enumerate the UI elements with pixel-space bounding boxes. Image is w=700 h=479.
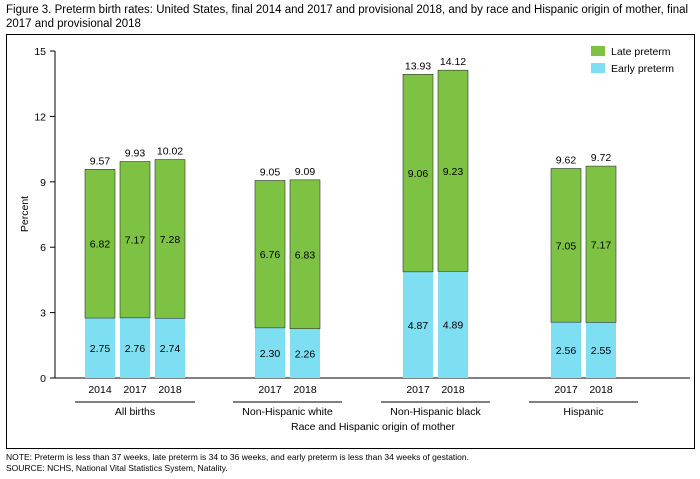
x-tick-label: 2017: [123, 384, 147, 396]
bar-early-preterm: [586, 322, 616, 378]
data-label-late: 7.17: [125, 235, 146, 247]
data-label-total: 9.05: [260, 166, 281, 178]
figure-title: Figure 3. Preterm birth rates: United St…: [6, 4, 689, 30]
footer-note: NOTE: Preterm is less than 37 weeks, lat…: [6, 452, 469, 462]
data-label-total: 10.02: [157, 146, 183, 158]
x-tick-label: 2018: [158, 384, 182, 396]
bar-late-preterm: [154, 159, 186, 319]
data-label-early: 2.30: [260, 348, 281, 360]
data-label-early: 2.74: [160, 343, 181, 355]
data-label-total: 9.09: [295, 166, 316, 178]
y-tick-label: 15: [34, 46, 46, 58]
group-label: Non-Hispanic white: [242, 406, 333, 418]
legend-label-late: Late preterm: [611, 46, 671, 58]
data-label-total: 9.72: [591, 152, 612, 164]
legend-swatch-late: [591, 46, 605, 56]
bar-early-preterm: [255, 327, 285, 378]
data-label-early: 2.76: [125, 343, 146, 355]
data-label-late: 9.23: [443, 166, 464, 178]
x-tick-label: 2017: [406, 384, 430, 396]
x-tick-label: 2018: [293, 384, 317, 396]
data-label-late: 6.82: [90, 239, 111, 251]
data-label-late: 6.76: [260, 249, 281, 261]
bar-late-preterm: [289, 179, 321, 330]
bar-late-preterm: [84, 169, 116, 319]
legend-label-early: Early preterm: [611, 63, 674, 75]
legend-swatch-early: [591, 63, 605, 73]
y-axis-label: Percent: [19, 196, 31, 232]
y-tick-label: 9: [40, 177, 46, 189]
data-label-late: 6.83: [295, 249, 316, 261]
x-tick-label: 2017: [554, 384, 578, 396]
data-label-total: 13.93: [405, 60, 431, 72]
bar-early-preterm: [155, 318, 185, 378]
bar-late-preterm: [550, 168, 582, 323]
y-tick-label: 6: [40, 242, 46, 254]
bar-late-preterm: [437, 69, 469, 272]
data-label-early: 2.56: [556, 345, 577, 357]
chart-frame: [6, 34, 695, 449]
x-tick-label: 2018: [589, 384, 613, 396]
data-label-late: 9.06: [408, 168, 429, 180]
group-label: Hispanic: [563, 406, 603, 418]
data-label-early: 4.87: [408, 320, 429, 332]
group-label: Non-Hispanic black: [390, 406, 481, 418]
bar-late-preterm: [585, 165, 617, 323]
bar-early-preterm: [403, 271, 433, 378]
footer: NOTE: Preterm is less than 37 weeks, lat…: [6, 452, 696, 473]
data-label-late: 7.05: [556, 240, 577, 252]
x-axis-label: Race and Hispanic origin of mother: [291, 421, 456, 433]
data-label-total: 9.93: [125, 148, 146, 160]
y-tick-label: 3: [40, 308, 46, 320]
y-tick-label: 12: [34, 111, 46, 123]
bar-late-preterm: [254, 180, 286, 329]
data-label-late: 7.28: [160, 234, 181, 246]
data-label-early: 2.75: [90, 343, 111, 355]
data-label-late: 7.17: [591, 239, 612, 251]
data-label-total: 9.62: [556, 155, 577, 167]
bar-early-preterm: [551, 322, 581, 378]
y-tick-label: 0: [40, 373, 46, 385]
data-label-early: 4.89: [443, 320, 464, 332]
data-label-total: 9.57: [90, 155, 111, 167]
x-tick-label: 2018: [441, 384, 465, 396]
bar-early-preterm: [290, 328, 320, 378]
bar-early-preterm: [85, 318, 115, 378]
x-tick-label: 2014: [88, 384, 112, 396]
bar-late-preterm: [402, 74, 434, 273]
bar-early-preterm: [438, 271, 468, 378]
data-label-early: 2.55: [591, 345, 612, 357]
bar-early-preterm: [120, 317, 150, 378]
footer-source: SOURCE: NCHS, National Vital Statistics …: [6, 462, 228, 473]
group-label: All births: [115, 406, 155, 418]
bar-late-preterm: [119, 161, 151, 319]
x-tick-label: 2017: [258, 384, 282, 396]
data-label-total: 14.12: [440, 56, 466, 68]
data-label-early: 2.26: [295, 348, 316, 360]
